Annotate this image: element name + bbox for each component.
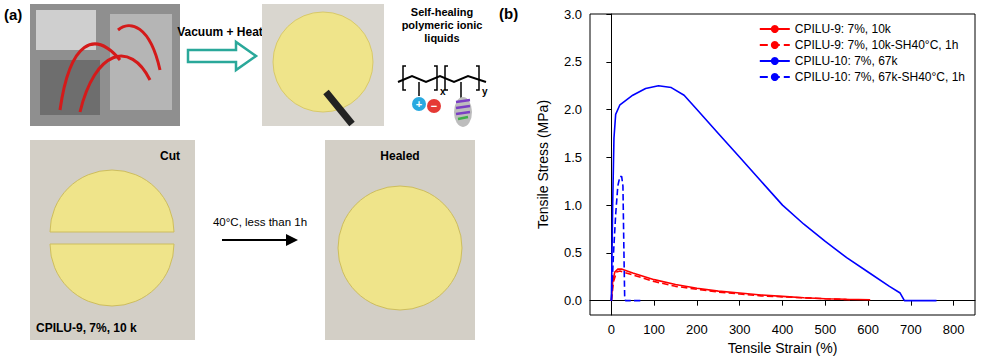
svg-text:800: 800 xyxy=(943,322,965,337)
svg-text:0.0: 0.0 xyxy=(564,293,582,308)
svg-text:2.0: 2.0 xyxy=(564,102,582,117)
svg-text:y: y xyxy=(482,86,488,97)
svg-text:1.5: 1.5 xyxy=(564,150,582,165)
svg-text:700: 700 xyxy=(900,322,922,337)
svg-text:40°C, less than 1h: 40°C, less than 1h xyxy=(213,216,307,228)
svg-text:Vacuum + Heat: Vacuum + Heat xyxy=(177,25,263,39)
svg-text:+: + xyxy=(416,98,422,110)
svg-text:Self-healing: Self-healing xyxy=(411,6,473,18)
svg-text:Healed: Healed xyxy=(380,149,419,163)
svg-text:200: 200 xyxy=(686,322,708,337)
svg-text:Tensile Strain (%): Tensile Strain (%) xyxy=(728,340,838,356)
svg-text:Tensile Stress (MPa): Tensile Stress (MPa) xyxy=(535,100,551,229)
svg-text:500: 500 xyxy=(814,322,836,337)
svg-text:2.5: 2.5 xyxy=(564,54,582,69)
svg-text:600: 600 xyxy=(857,322,879,337)
svg-text:CPILU-10: 7%, 67k: CPILU-10: 7%, 67k xyxy=(795,54,899,68)
svg-text:liquids: liquids xyxy=(424,32,459,44)
svg-text:CPILU-9: 7%, 10k: CPILU-9: 7%, 10k xyxy=(795,22,892,36)
svg-text:100: 100 xyxy=(643,322,665,337)
svg-text:−: − xyxy=(431,100,437,112)
svg-text:Cut: Cut xyxy=(160,149,180,163)
svg-text:0: 0 xyxy=(608,322,615,337)
svg-text:1.0: 1.0 xyxy=(564,198,582,213)
svg-text:CPILU-9: 7%, 10k-SH40°C, 1h: CPILU-9: 7%, 10k-SH40°C, 1h xyxy=(795,38,959,52)
svg-text:0.5: 0.5 xyxy=(564,245,582,260)
svg-text:400: 400 xyxy=(772,322,794,337)
svg-text:x: x xyxy=(440,86,446,97)
svg-text:(a): (a) xyxy=(4,6,22,23)
svg-text:CPILU-9, 7%, 10 k: CPILU-9, 7%, 10 k xyxy=(36,321,137,335)
svg-text:polymeric ionic: polymeric ionic xyxy=(402,19,483,31)
svg-text:3.0: 3.0 xyxy=(564,7,582,22)
svg-text:300: 300 xyxy=(729,322,751,337)
svg-text:(b): (b) xyxy=(499,5,518,22)
svg-text:CPILU-10: 7%, 67k-SH40°C, 1h: CPILU-10: 7%, 67k-SH40°C, 1h xyxy=(795,70,965,84)
